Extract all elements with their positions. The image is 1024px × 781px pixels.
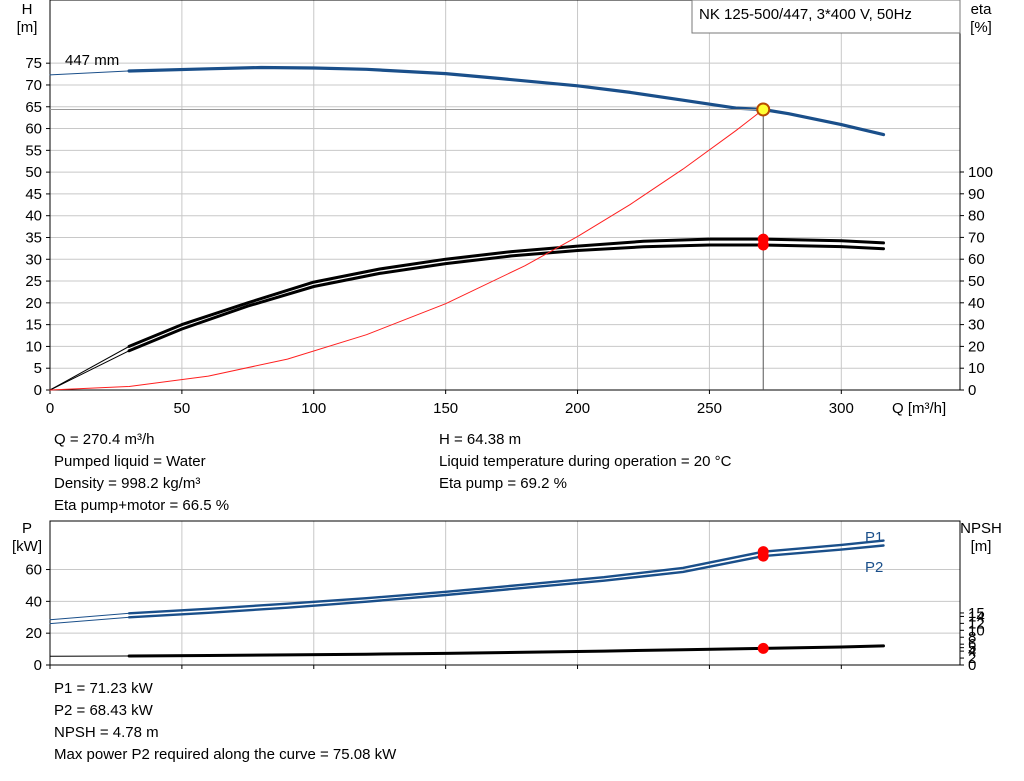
x-axis-label: Q [m³/h]	[892, 400, 946, 417]
series-p1	[127, 539, 885, 615]
x-tick-label: 200	[565, 400, 590, 417]
y-right-tick-label: 0	[968, 657, 976, 674]
series-p2	[127, 544, 885, 619]
y-right-tick-label: 40	[968, 295, 985, 312]
y-left-tick-label: 10	[25, 338, 42, 355]
y-right-tick-label: 80	[968, 208, 985, 225]
series-eta-extension-2	[49, 345, 130, 391]
series-eta-total	[127, 243, 885, 353]
series-eta-extension	[49, 350, 130, 391]
marker-op-point-p2	[757, 550, 769, 562]
y-left-tick-label: 75	[25, 55, 42, 72]
y-left-tick-label: 40	[25, 593, 42, 610]
series-npsh	[127, 644, 885, 658]
series-head-extension	[49, 70, 130, 76]
y-left-tick-label: 20	[25, 295, 42, 312]
y-right-tick-label: 100	[968, 164, 993, 181]
y-left-tick-label: 5	[34, 360, 42, 377]
series-p2-extension	[49, 616, 130, 625]
info-eta-pump-motor: Eta pump+motor = 66.5 %	[54, 497, 230, 514]
y-left-tick-label: 40	[25, 208, 42, 225]
info-pumped-liquid: Pumped liquid = Water	[54, 453, 206, 470]
y-right-tick-label: 6	[968, 636, 976, 653]
x-tick-label: 250	[697, 400, 722, 417]
y-left-tick-label: 25	[25, 273, 42, 290]
info-eta-pump: Eta pump = 69.2 %	[439, 475, 567, 492]
y-left-tick-label: 35	[25, 229, 42, 246]
y-right-axis-label: eta	[971, 1, 993, 18]
y-left-tick-label: 15	[25, 317, 42, 334]
y-right-tick-label: 12	[968, 615, 985, 632]
y-right-tick-label: 30	[968, 317, 985, 334]
y-right-tick-label: 10	[968, 360, 985, 377]
info-density: Density = 998.2 kg/m³	[54, 475, 201, 492]
y-right-tick-label: 10	[968, 622, 985, 639]
y-left-tick-label: 70	[25, 77, 42, 94]
plot-frame	[49, 520, 961, 666]
y-left-tick-label: 0	[34, 657, 42, 674]
marker-op-point-eta-total	[757, 239, 769, 251]
x-tick-label: 50	[174, 400, 191, 417]
y-right-tick-label: 60	[968, 251, 985, 268]
y-right-tick-label: 4	[968, 643, 976, 660]
y-right-axis-unit: [%]	[970, 19, 992, 36]
y-left-tick-label: 60	[25, 562, 42, 579]
series-head	[127, 65, 886, 137]
x-tick-label: 0	[46, 400, 54, 417]
y-left-tick-label: 55	[25, 142, 42, 159]
series-label-p1: P1	[865, 529, 883, 546]
y-right-tick-label: 5	[968, 640, 976, 657]
curve-diameter-label: 447 mm	[65, 52, 119, 69]
plot-frame	[49, 0, 961, 391]
operating-info-right: H = 64.38 m Liquid temperature during op…	[439, 429, 731, 495]
y-right-tick-label: 2	[968, 650, 976, 667]
y-left-tick-label: 65	[25, 99, 42, 116]
chart-title: NK 125-500/447, 3*400 V, 50Hz	[699, 6, 912, 23]
info-p2: P2 = 68.43 kW	[54, 702, 153, 719]
y-right-tick-label: 50	[968, 273, 985, 290]
info-max-power: Max power P2 required along the curve = …	[54, 746, 397, 763]
y-right-axis-label: NPSH	[960, 520, 1002, 537]
y-left-tick-label: 30	[25, 251, 42, 268]
y-left-axis-label: P	[22, 520, 32, 537]
y-left-tick-label: 0	[34, 382, 42, 399]
y-right-tick-label: 70	[968, 229, 985, 246]
y-left-axis-label: H	[22, 1, 33, 18]
y-right-tick-label: 90	[968, 186, 985, 203]
y-left-tick-label: 50	[25, 164, 42, 181]
y-left-tick-label: 45	[25, 186, 42, 203]
chart-title-box	[691, 0, 961, 34]
y-left-tick-label: 20	[25, 625, 42, 642]
y-right-tick-label: 8	[968, 629, 976, 646]
head-eta-chart: 0 50 100 150 200 250 3000510152025303540455055…	[17, 0, 993, 417]
marker-op-point-npsh	[757, 642, 769, 654]
info-p1: P1 = 71.23 kW	[54, 680, 153, 697]
operating-info-left: Q = 270.4 m³/h Pumped liquid = Water Den…	[54, 429, 229, 517]
y-right-tick-label: 20	[968, 338, 985, 355]
info-head: H = 64.38 m	[439, 431, 522, 448]
power-info: P1 = 71.23 kW P2 = 68.43 kW NPSH = 4.78 …	[54, 678, 396, 766]
x-tick-label: 100	[301, 400, 326, 417]
y-right-tick-label: 14	[968, 608, 985, 625]
marker-op-point-head	[756, 102, 771, 117]
y-left-tick-label: 60	[25, 121, 42, 138]
y-right-axis-unit: [m]	[971, 538, 992, 555]
y-left-axis-unit: [kW]	[12, 538, 42, 555]
info-flow: Q = 270.4 m³/h	[54, 431, 155, 448]
y-right-tick-label: 15	[968, 605, 985, 622]
y-left-axis-unit: [m]	[17, 19, 38, 36]
x-tick-label: 150	[433, 400, 458, 417]
x-tick-label: 300	[829, 400, 854, 417]
y-right-tick-label: 0	[968, 382, 976, 399]
info-npsh: NPSH = 4.78 m	[54, 724, 159, 741]
info-liquid-temperature: Liquid temperature during operation = 20…	[439, 453, 732, 470]
series-p1-extension	[49, 612, 130, 621]
series-system-curve	[49, 109, 764, 391]
series-label-p2: P2	[865, 559, 883, 576]
